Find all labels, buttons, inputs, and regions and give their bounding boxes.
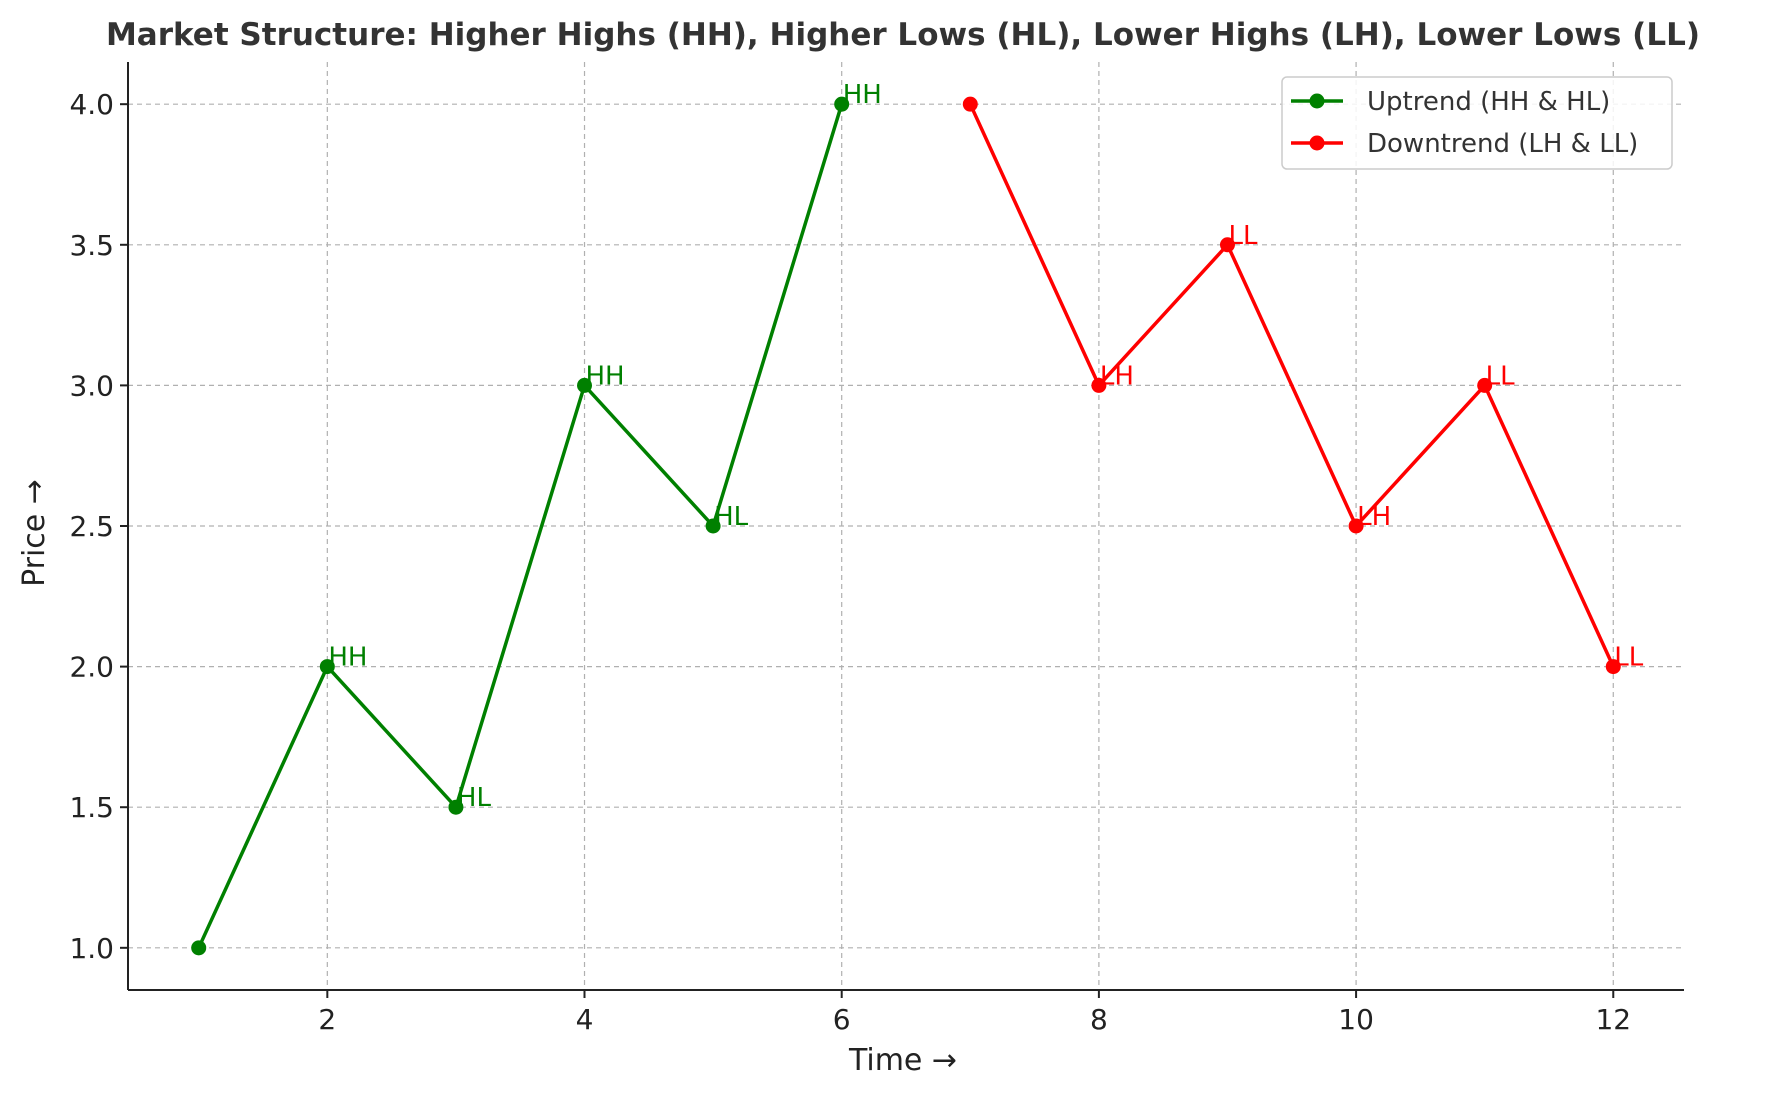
x-tick-label: 6 <box>833 1003 851 1036</box>
legend: Uptrend (HH & HL) Downtrend (LH & LL) <box>1281 76 1673 170</box>
point-label: HH <box>843 80 882 110</box>
y-tick-label: 1.0 <box>69 932 114 965</box>
legend-label: Downtrend (LH & LL) <box>1367 129 1638 159</box>
point-label: HL <box>714 502 749 532</box>
x-tick-label: 10 <box>1338 1003 1374 1036</box>
data-point <box>705 518 721 534</box>
point-label: HH <box>586 361 625 391</box>
y-tick-label: 1.5 <box>69 791 114 824</box>
x-tick-label: 8 <box>1090 1003 1108 1036</box>
point-label: LL <box>1486 361 1515 391</box>
y-tick-label: 3.0 <box>69 369 114 402</box>
data-point <box>1219 237 1235 253</box>
point-label: LL <box>1614 643 1643 673</box>
legend-label: Uptrend (HH & HL) <box>1367 87 1610 117</box>
y-axis-label: Price → <box>17 479 52 587</box>
data-point <box>1348 518 1364 534</box>
y-tick-label: 2.0 <box>69 651 114 684</box>
data-point <box>448 799 464 815</box>
legend-marker <box>1309 93 1325 109</box>
x-tick-label: 12 <box>1595 1003 1631 1036</box>
data-point <box>962 96 978 112</box>
point-label: HL <box>457 783 492 813</box>
data-point <box>577 377 593 393</box>
grid <box>128 62 1684 990</box>
data-point <box>834 96 850 112</box>
point-label: LH <box>1100 361 1134 391</box>
series-layer <box>191 96 1621 956</box>
point-label: LL <box>1228 221 1257 251</box>
point-label: HH <box>328 643 367 673</box>
series-line-downtrend <box>968 103 1615 668</box>
point-label: LH <box>1357 502 1391 532</box>
y-tick-label: 4.0 <box>69 88 114 121</box>
data-point <box>1477 377 1493 393</box>
x-axis-label: Time → <box>848 1043 957 1078</box>
data-point <box>1605 659 1621 675</box>
point-labels: HH HL HH HL HH LH LL LH LL LL <box>328 80 1643 813</box>
y-tick-label: 2.5 <box>69 510 114 543</box>
data-point <box>319 659 335 675</box>
y-tick-label: 3.5 <box>69 229 114 262</box>
legend-marker <box>1309 135 1325 151</box>
x-tick-label: 4 <box>576 1003 594 1036</box>
chart-title: Market Structure: Higher Highs (HH), Hig… <box>106 17 1700 53</box>
x-tick-label: 2 <box>318 1003 336 1036</box>
series-line-uptrend <box>197 103 844 949</box>
data-point <box>191 940 207 956</box>
legend-box <box>1281 76 1673 170</box>
ticks: 2 4 6 8 10 12 1.0 1.5 2.0 2.5 3.0 3.5 4.0 <box>69 88 1631 1036</box>
data-point <box>1091 377 1107 393</box>
